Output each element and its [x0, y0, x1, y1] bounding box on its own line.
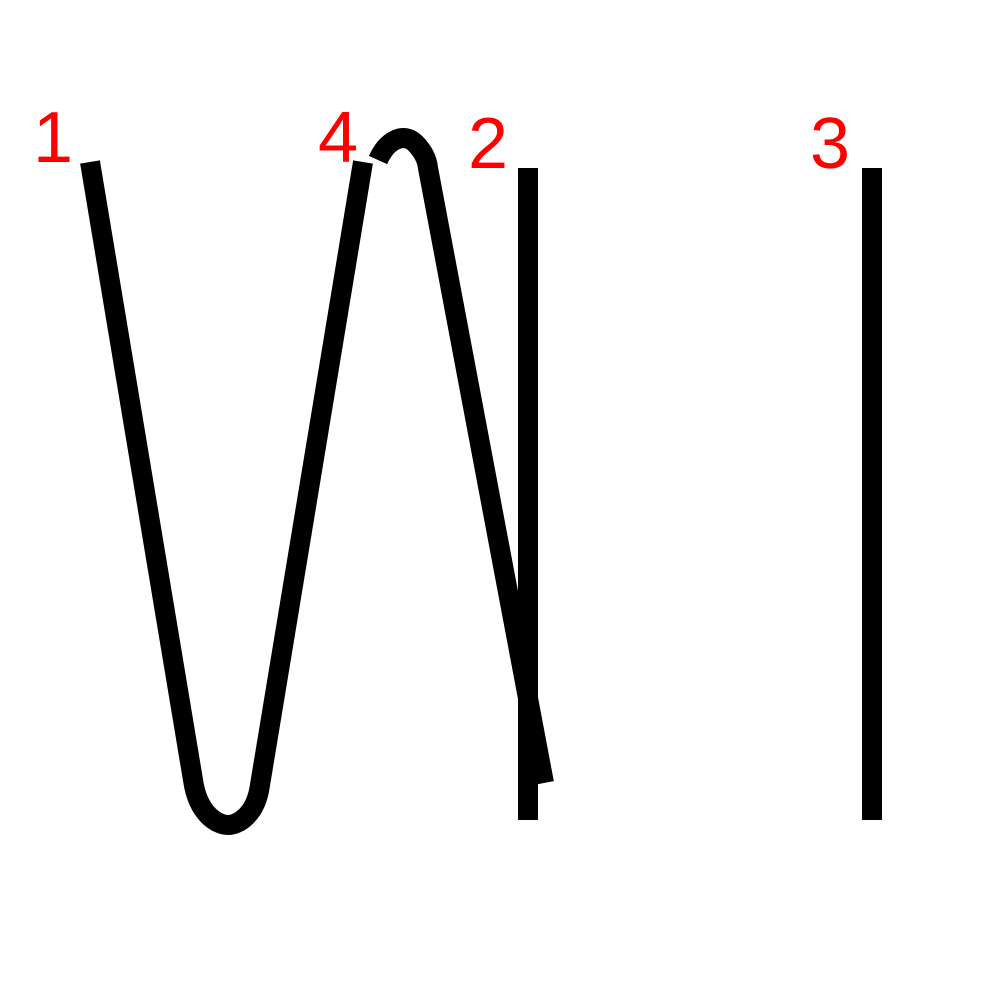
stroke-1-path — [80, 160, 373, 835]
stroke-3-label: 3 — [810, 104, 850, 184]
stroke-2-label: 2 — [468, 104, 508, 184]
stroke-4-label: 4 — [318, 98, 358, 178]
stroke-1-label: 1 — [33, 98, 73, 178]
stroke-4-path — [368, 128, 554, 785]
